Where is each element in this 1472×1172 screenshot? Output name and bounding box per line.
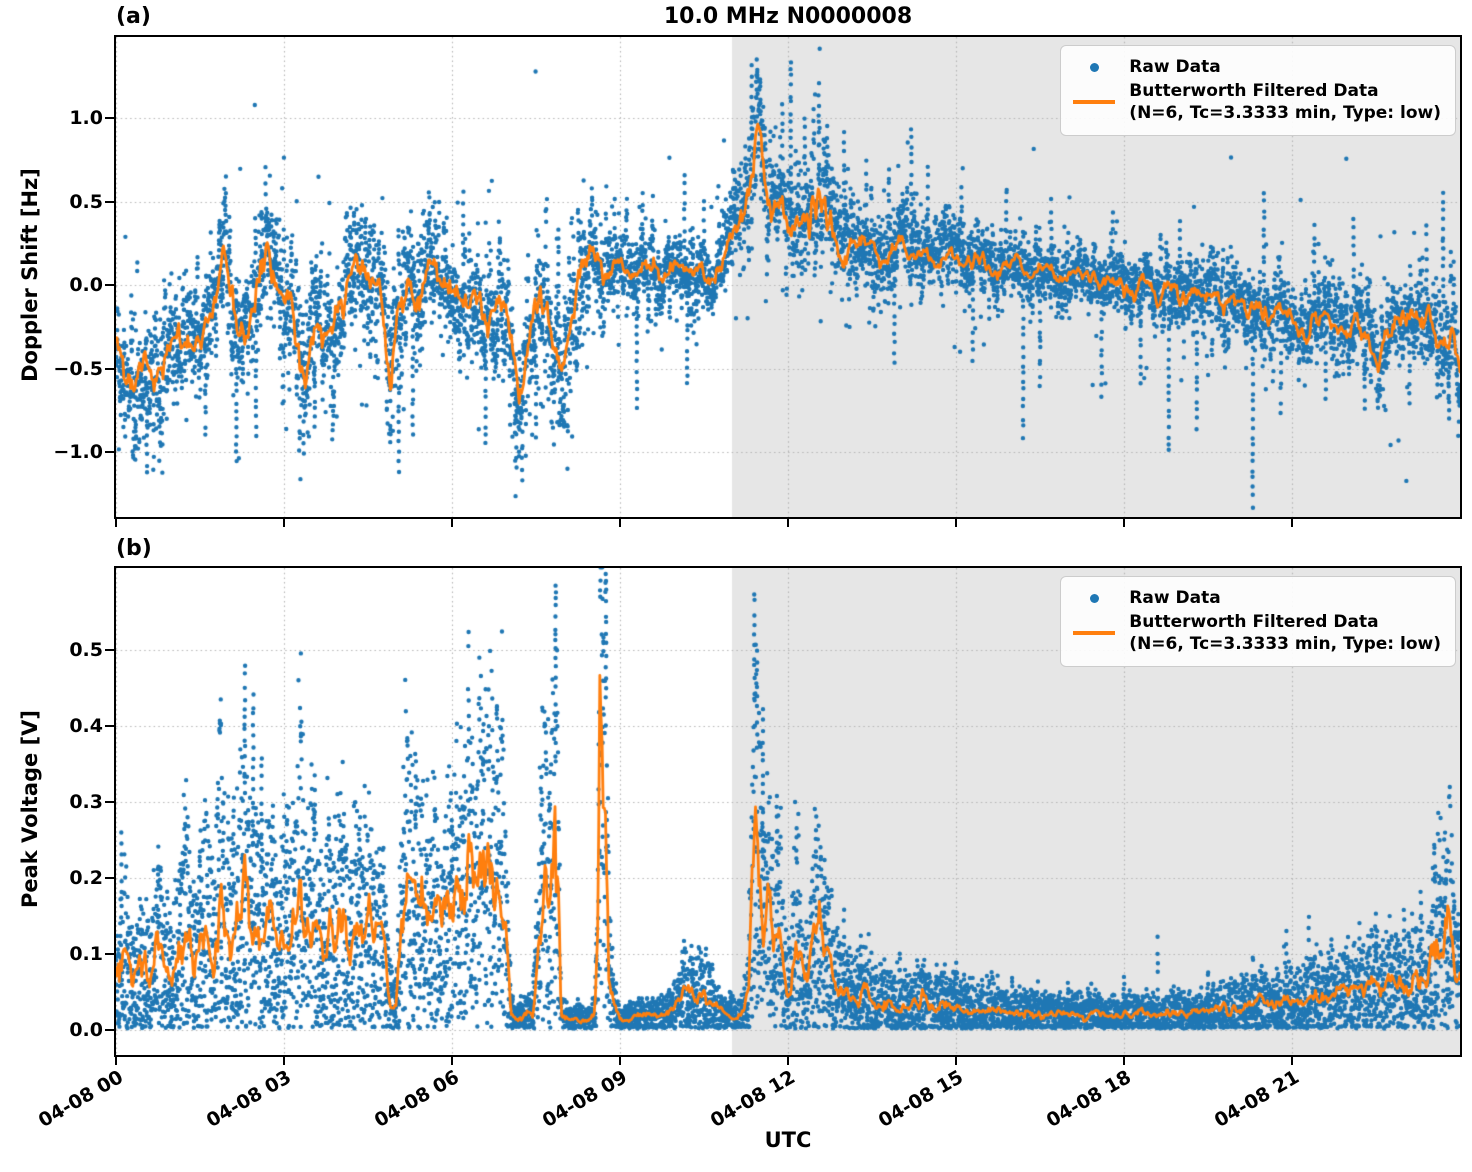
- raw-data-dot-icon: [1089, 593, 1099, 603]
- panel-b-plot-area: Raw Data Butterworth Filtered Data (N=6,…: [114, 566, 1462, 1057]
- figure-title: 10.0 MHz N0000008: [663, 4, 913, 29]
- panel-b-legend: Raw Data Butterworth Filtered Data (N=6,…: [1060, 576, 1456, 668]
- legend-filtered-label: Butterworth Filtered Data (N=6, Tc=3.333…: [1129, 611, 1441, 655]
- panel-a-xtick-mark: [1123, 519, 1125, 527]
- panel-b-ytick-mark: [105, 801, 114, 803]
- panel-b-xtick-mark: [1291, 1057, 1293, 1065]
- panel-a-xtick-mark: [451, 519, 453, 527]
- panel-b-ytick-mark: [105, 649, 114, 651]
- panel-a-ytick-label: −1.0: [53, 441, 103, 463]
- legend-raw-label: Raw Data: [1129, 588, 1221, 608]
- panel-a-xtick-mark: [115, 519, 117, 527]
- panel-a-xtick-mark: [1291, 519, 1293, 527]
- filtered-line-marker-cell: [1071, 100, 1117, 104]
- legend-row-filtered: Butterworth Filtered Data (N=6, Tc=3.333…: [1071, 80, 1441, 124]
- xtick-label-04-08-00: 04-08 00: [34, 1066, 127, 1132]
- legend-filtered-label-line2: (N=6, Tc=3.3333 min, Type: low): [1129, 634, 1441, 655]
- panel-b-xtick-mark: [283, 1057, 285, 1065]
- panel-a-ytick-label: 0.5: [69, 190, 103, 213]
- panel-a-xtick-mark: [283, 519, 285, 527]
- legend-row-raw: Raw Data: [1071, 56, 1441, 78]
- legend-row-raw: Raw Data: [1071, 587, 1441, 609]
- panel-b-ytick-mark: [105, 953, 114, 955]
- legend-filtered-label-line2: (N=6, Tc=3.3333 min, Type: low): [1129, 103, 1441, 124]
- panel-b-xtick-mark: [115, 1057, 117, 1065]
- panel-b-xtick-mark: [955, 1057, 957, 1065]
- filtered-line-icon: [1073, 100, 1116, 104]
- x-axis-label: UTC: [764, 1128, 812, 1152]
- raw-data-marker-cell: [1071, 593, 1117, 603]
- panel-a-ytick-label: 1.0: [69, 107, 103, 129]
- filtered-line-marker-cell: [1071, 631, 1117, 635]
- panel-a-xtick-mark: [787, 519, 789, 527]
- filtered-line-icon: [1073, 631, 1116, 635]
- legend-filtered-label: Butterworth Filtered Data (N=6, Tc=3.333…: [1129, 80, 1441, 124]
- panel-a-label: (a): [116, 4, 151, 29]
- panel-a-legend: Raw Data Butterworth Filtered Data (N=6,…: [1060, 45, 1456, 137]
- panel-b-ytick-label: 0.4: [69, 715, 103, 737]
- panel-a-xtick-mark: [619, 519, 621, 527]
- panel-b-ytick-mark: [105, 1029, 114, 1031]
- panel-b-ytick-label: 0.2: [69, 867, 103, 889]
- legend-filtered-label-line1: Butterworth Filtered Data: [1129, 612, 1379, 633]
- panel-b-label: (b): [116, 536, 152, 561]
- panel-a-ytick-mark: [105, 200, 114, 203]
- panel-b-ytick-label: 0.5: [69, 639, 103, 661]
- panel-b-xtick-mark: [787, 1057, 789, 1065]
- panel-b-ytick-label: 0.1: [69, 943, 103, 965]
- panel-a-ytick-mark: [105, 451, 114, 453]
- panel-a-ytick-mark: [105, 367, 114, 370]
- panel-a-plot-area: Raw Data Butterworth Filtered Data (N=6,…: [114, 35, 1462, 519]
- legend-filtered-label-line1: Butterworth Filtered Data: [1129, 81, 1379, 102]
- panel-a-ytick-mark: [105, 117, 114, 119]
- panel-b-ytick-mark: [105, 725, 114, 727]
- panel-a-ytick-mark: [105, 284, 114, 286]
- panel-a-xtick-mark: [955, 519, 957, 527]
- panel-b-ytick-mark: [105, 877, 114, 879]
- panel-a-ytick-label: 0.0: [69, 274, 103, 296]
- panel-b-ytick-label: 0.0: [69, 1019, 103, 1041]
- panel-a-ytick-label: −0.5: [53, 357, 103, 380]
- panel-b-xtick-mark: [619, 1057, 621, 1065]
- panel-b-xtick-mark: [451, 1057, 453, 1065]
- legend-raw-label: Raw Data: [1129, 57, 1221, 77]
- raw-data-dot-icon: [1089, 62, 1099, 72]
- panel-b-xtick-mark: [1123, 1057, 1125, 1065]
- panel-b-ytick-label: 0.3: [69, 791, 103, 813]
- legend-row-filtered: Butterworth Filtered Data (N=6, Tc=3.333…: [1071, 611, 1441, 655]
- raw-data-marker-cell: [1071, 62, 1117, 72]
